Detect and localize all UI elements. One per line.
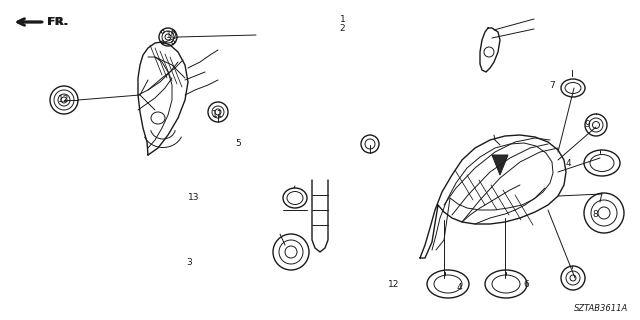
Text: SZTAB3611A: SZTAB3611A (573, 304, 628, 313)
Text: 12: 12 (388, 280, 399, 289)
Text: 9: 9 (585, 120, 590, 129)
Text: 4: 4 (566, 159, 571, 168)
Text: 8: 8 (593, 210, 598, 219)
Text: 11: 11 (212, 110, 223, 119)
Text: 13: 13 (188, 193, 200, 202)
Text: 3: 3 (186, 258, 191, 267)
Text: 4: 4 (457, 284, 462, 292)
Text: 1: 1 (340, 15, 345, 24)
Polygon shape (492, 155, 508, 175)
Text: 10: 10 (166, 31, 177, 40)
Text: 6: 6 (524, 280, 529, 289)
Text: 2: 2 (340, 24, 345, 33)
Text: 7: 7 (549, 81, 554, 90)
Text: FR.: FR. (47, 17, 67, 27)
Text: FR.: FR. (48, 17, 68, 27)
Text: 5: 5 (236, 139, 241, 148)
Text: 12: 12 (58, 95, 70, 104)
